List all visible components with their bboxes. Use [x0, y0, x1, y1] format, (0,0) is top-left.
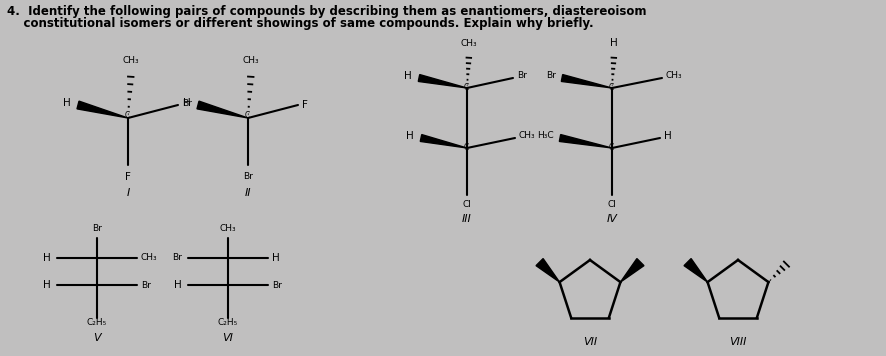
Text: VII: VII [583, 337, 597, 347]
Text: III: III [462, 214, 472, 224]
Text: CH₃: CH₃ [461, 39, 478, 48]
Text: Cl: Cl [608, 200, 617, 209]
Text: CH₃: CH₃ [243, 56, 260, 65]
Text: C: C [245, 111, 250, 120]
Text: H: H [272, 253, 280, 263]
Text: C: C [609, 83, 614, 91]
Text: C₂H₅: C₂H₅ [218, 318, 238, 327]
Polygon shape [684, 258, 708, 282]
Text: CH₃: CH₃ [122, 56, 139, 65]
Polygon shape [562, 74, 612, 88]
Text: C: C [124, 111, 129, 120]
Text: Br: Br [182, 99, 192, 108]
Text: Br: Br [243, 172, 253, 181]
Polygon shape [559, 135, 612, 148]
Text: II: II [245, 188, 252, 198]
Text: CH₃: CH₃ [519, 131, 536, 141]
Text: H: H [183, 98, 191, 108]
Text: Br: Br [141, 281, 151, 289]
Text: CH₃: CH₃ [141, 253, 158, 262]
Text: I: I [127, 188, 129, 198]
Text: VIII: VIII [729, 337, 747, 347]
Polygon shape [420, 135, 467, 148]
Polygon shape [418, 74, 467, 88]
Text: CH₃: CH₃ [666, 72, 682, 80]
Text: F: F [125, 172, 131, 182]
Text: IV: IV [607, 214, 618, 224]
Polygon shape [536, 258, 560, 282]
Text: Cl: Cl [462, 200, 471, 209]
Text: H: H [43, 280, 51, 290]
Polygon shape [197, 101, 248, 118]
Text: V: V [93, 333, 101, 343]
Text: Br: Br [272, 281, 282, 289]
Polygon shape [620, 258, 644, 282]
Text: H: H [175, 280, 182, 290]
Text: H: H [407, 131, 414, 141]
Text: CH₃: CH₃ [220, 224, 237, 233]
Text: Br: Br [172, 253, 182, 262]
Text: C: C [463, 142, 469, 152]
Text: Br: Br [92, 224, 102, 233]
Text: H: H [664, 131, 672, 141]
Text: H: H [43, 253, 51, 263]
Text: C₂H₅: C₂H₅ [87, 318, 107, 327]
Text: Br: Br [546, 72, 556, 80]
Text: H₃C: H₃C [538, 131, 554, 141]
Text: H: H [610, 38, 618, 48]
Text: H: H [404, 71, 412, 81]
Text: 4.  Identify the following pairs of compounds by describing them as enantiomers,: 4. Identify the following pairs of compo… [7, 5, 647, 18]
Text: Br: Br [517, 72, 527, 80]
Text: F: F [302, 100, 307, 110]
Polygon shape [77, 101, 128, 118]
Text: constitutional isomers or different showings of same compounds. Explain why brie: constitutional isomers or different show… [7, 17, 594, 30]
Text: VI: VI [222, 333, 233, 343]
Text: H: H [63, 98, 71, 108]
Text: C: C [463, 83, 469, 91]
Text: C: C [609, 142, 614, 152]
